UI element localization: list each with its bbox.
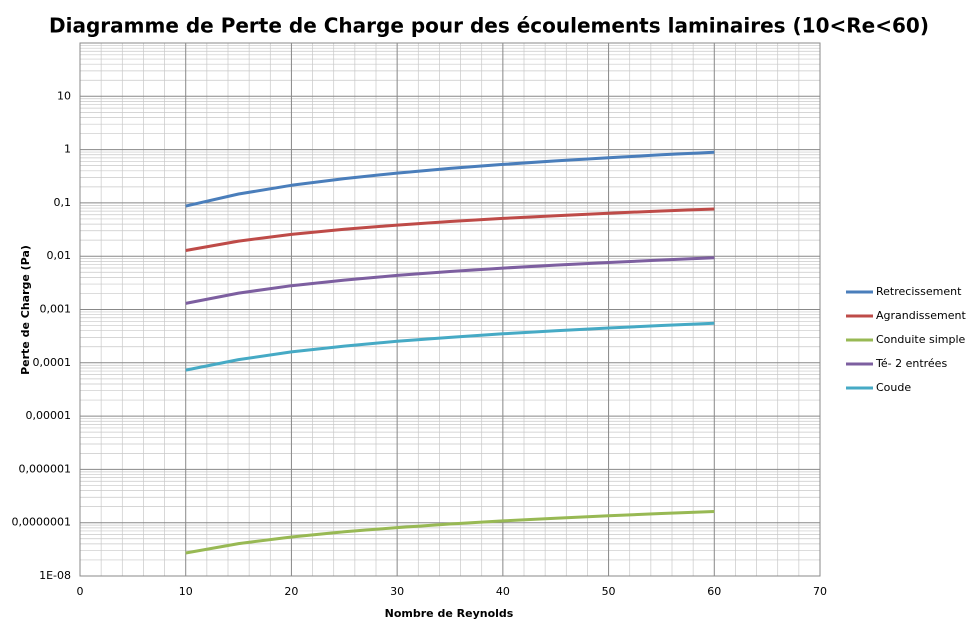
- y-tick-label: 0,0001: [33, 356, 72, 369]
- series-line: [185, 321, 715, 372]
- y-tick-label: 0,001: [40, 303, 72, 316]
- y-tick-label: 0,1: [54, 196, 72, 209]
- legend-label: Coude: [876, 381, 911, 394]
- y-axis-title: Perte de Charge (Pa): [19, 245, 32, 375]
- legend-label: Agrandissement: [876, 309, 966, 322]
- y-tick-label: 1: [64, 143, 71, 156]
- x-tick-label: 50: [602, 585, 616, 598]
- x-tick-label: 40: [496, 585, 510, 598]
- y-tick-label: 10: [57, 89, 71, 102]
- x-tick-label: 60: [707, 585, 721, 598]
- x-tick-label: 0: [77, 585, 84, 598]
- x-tick-label: 70: [813, 585, 827, 598]
- series-line: [185, 510, 715, 555]
- series-line: [185, 150, 715, 208]
- y-tick-label: 1E-08: [39, 569, 71, 582]
- x-axis-title: Nombre de Reynolds: [385, 607, 514, 620]
- legend-label: Retrecissement: [876, 285, 962, 298]
- x-tick-label: 30: [390, 585, 404, 598]
- legend-label: Té- 2 entrées: [875, 357, 947, 370]
- x-tick-label: 20: [284, 585, 298, 598]
- legend-label: Conduite simple: [876, 333, 966, 346]
- y-tick-label: 0,01: [47, 249, 72, 262]
- x-tick-label: 10: [179, 585, 193, 598]
- y-tick-label: 0,0000001: [12, 516, 72, 529]
- series-line: [185, 207, 715, 252]
- plot-border: [79, 42, 821, 577]
- y-tick-label: 0,000001: [19, 462, 72, 475]
- series-line: [185, 256, 715, 305]
- chart-title: Diagramme de Perte de Charge pour des éc…: [49, 14, 929, 38]
- y-tick-label: 0,00001: [26, 409, 72, 422]
